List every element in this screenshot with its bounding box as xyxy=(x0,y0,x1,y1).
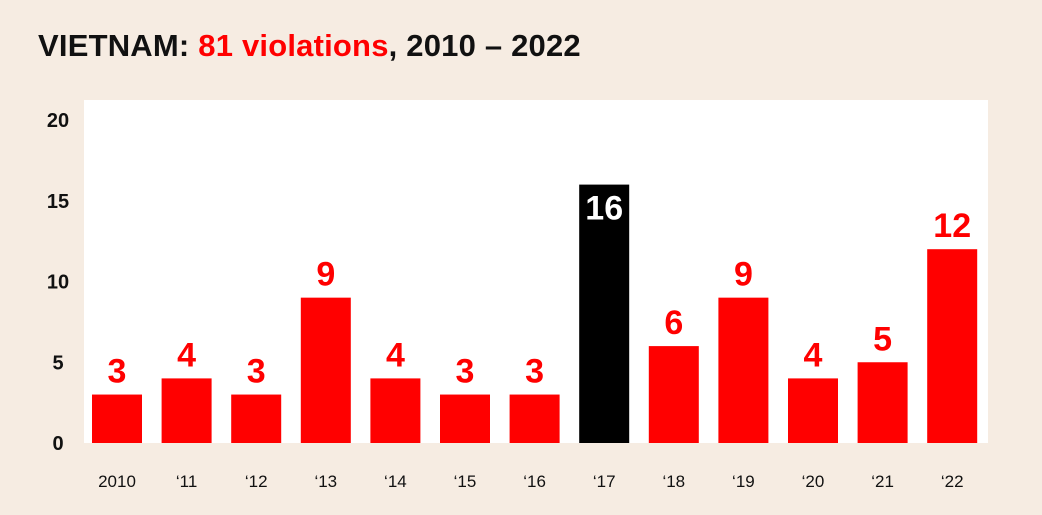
bar-11 xyxy=(857,362,908,443)
bar-6 xyxy=(509,394,560,443)
chart-title: VIETNAM: 81 violations, 2010 – 2022 xyxy=(38,28,581,64)
title-suffix: , 2010 – 2022 xyxy=(388,28,581,63)
bar-12 xyxy=(927,249,978,443)
x-tick-label-9: ‘19 xyxy=(732,472,755,491)
bar-3 xyxy=(300,297,351,443)
bar-7 xyxy=(579,184,630,443)
bar-4 xyxy=(370,378,421,443)
value-label-5: 3 xyxy=(456,353,475,391)
x-tick-label-2: ‘12 xyxy=(245,472,268,491)
x-tick-label-12: ‘22 xyxy=(941,472,964,491)
bar-8 xyxy=(648,346,699,443)
value-label-3: 9 xyxy=(316,256,335,294)
value-label-8: 6 xyxy=(664,304,683,342)
y-tick-label: 20 xyxy=(47,110,69,132)
title-prefix: VIETNAM: xyxy=(38,28,199,63)
value-label-2: 3 xyxy=(247,353,266,391)
bar-1 xyxy=(161,378,212,443)
y-tick-label: 15 xyxy=(47,191,69,213)
x-tick-label-11: ‘21 xyxy=(871,472,894,491)
title-highlight: 81 violations xyxy=(198,28,389,63)
x-axis: 2010 ‘11 ‘12 ‘13 ‘14 ‘15 ‘16 ‘17 ‘18 ‘19 ‘20 ‘21 ‘22 xyxy=(98,472,963,491)
value-label-7: 16 xyxy=(585,190,623,228)
value-label-10: 4 xyxy=(804,336,823,374)
y-tick-label: 10 xyxy=(47,272,69,294)
value-label-11: 5 xyxy=(873,320,892,358)
value-label-9: 9 xyxy=(734,256,753,294)
plot-area xyxy=(84,100,988,443)
value-label-4: 4 xyxy=(386,336,405,374)
x-tick-label-0: 2010 xyxy=(98,472,136,491)
value-label-6: 3 xyxy=(525,353,544,391)
x-tick-label-6: ‘16 xyxy=(523,472,546,491)
x-tick-label-8: ‘18 xyxy=(662,472,685,491)
bar-0 xyxy=(92,394,142,443)
bar-5 xyxy=(440,394,490,443)
x-tick-label-10: ‘20 xyxy=(802,472,825,491)
bars xyxy=(92,184,978,443)
value-label-0: 3 xyxy=(108,353,127,391)
x-tick-label-7: ‘17 xyxy=(593,472,616,491)
bar-2 xyxy=(231,394,282,443)
x-tick-label-3: ‘13 xyxy=(314,472,337,491)
x-tick-label-4: ‘14 xyxy=(384,472,407,491)
value-label-1: 4 xyxy=(177,336,196,374)
y-tick-label: 5 xyxy=(52,352,63,374)
x-tick-label-1: ‘11 xyxy=(176,472,197,491)
value-labels: 3 4 3 9 4 3 3 16 6 9 4 5 12 xyxy=(108,190,972,391)
x-tick-label-5: ‘15 xyxy=(454,472,477,491)
bar-9 xyxy=(718,297,769,443)
y-tick-label: 0 xyxy=(52,433,63,455)
value-label-12: 12 xyxy=(933,207,971,245)
bar-10 xyxy=(788,378,838,443)
y-axis: 0 5 10 15 20 xyxy=(47,110,69,455)
